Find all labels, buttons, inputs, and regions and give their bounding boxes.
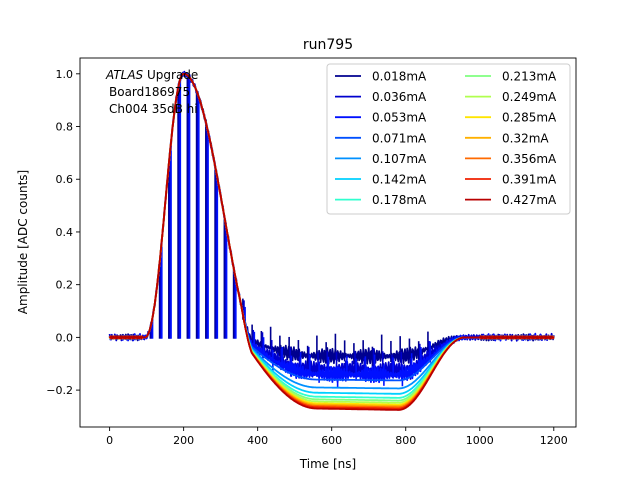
legend-label: 0.053mA <box>372 111 427 125</box>
y-tick-label: 0.6 <box>56 173 74 186</box>
x-tick-label: 1200 <box>540 434 568 447</box>
x-tick-label: 1000 <box>466 434 494 447</box>
y-axis-label: Amplitude [ADC counts] <box>16 170 30 314</box>
legend-label: 0.356mA <box>502 152 557 166</box>
annotation-channel: Ch004 35dB hi <box>109 102 198 116</box>
legend-box <box>326 63 571 215</box>
series-line-0.427mA <box>109 72 555 411</box>
annotation-atlas: ATLAS <box>105 68 144 82</box>
plot-frame <box>79 57 577 428</box>
annotation-upgrade: Upgrade <box>143 68 198 82</box>
y-tick-label: 0.4 <box>56 226 74 239</box>
legend-label: 0.071mA <box>372 131 427 145</box>
y-tick-label: 0.2 <box>56 279 74 292</box>
x-tick-label: 400 <box>247 434 268 447</box>
x-tick-label: 800 <box>395 434 416 447</box>
legend-label: 0.142mA <box>372 173 427 187</box>
x-axis-label: Time [ns] <box>299 457 356 471</box>
y-tick-label: 1.0 <box>56 68 74 81</box>
legend-label: 0.018mA <box>372 70 427 84</box>
legend: 0.018mA 0.036mA 0.053mA 0.071mA 0.107mA 0.142… <box>326 63 571 215</box>
y-tick-label: 0.0 <box>56 331 74 344</box>
y-tick-label: 0.8 <box>56 121 74 134</box>
legend-label: 0.036mA <box>372 90 427 104</box>
legend-label: 0.427mA <box>502 193 557 207</box>
y-tick-label: −0.2 <box>46 384 73 397</box>
legend-label: 0.107mA <box>372 152 427 166</box>
x-tick-label: 0 <box>106 434 113 447</box>
legend-label: 0.178mA <box>372 193 427 207</box>
legend-label: 0.285mA <box>502 111 557 125</box>
chart-title: run795 <box>303 37 353 53</box>
legend-label: 0.391mA <box>502 173 557 187</box>
annotation: ATLAS Upgrade Board186975 Ch004 35dB hi <box>105 68 198 116</box>
legend-label: 0.213mA <box>502 70 557 84</box>
annotation-board: Board186975 <box>109 85 190 99</box>
x-tick-label: 600 <box>321 434 342 447</box>
legend-label: 0.249mA <box>502 90 557 104</box>
svg-text:ATLAS Upgrade: ATLAS Upgrade <box>105 68 198 82</box>
ticks-layer: 0 200 400 600 800 1000 1200 −0.2 0.0 0.2 0.4 0.6 0.8… <box>46 68 568 447</box>
x-tick-label: 200 <box>173 434 194 447</box>
series-layer <box>108 70 555 411</box>
legend-label: 0.32mA <box>502 131 549 145</box>
